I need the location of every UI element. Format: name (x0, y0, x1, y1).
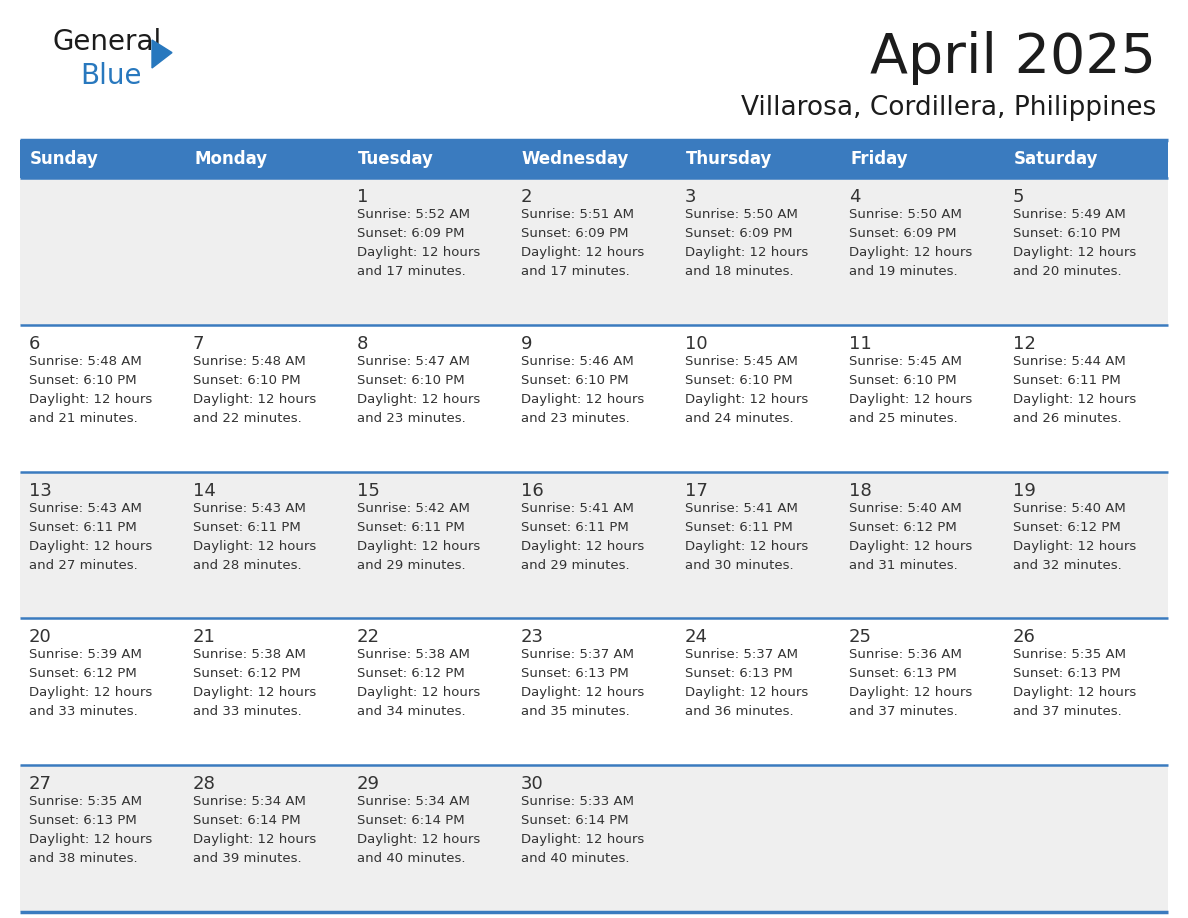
Text: Sunrise: 5:49 AM
Sunset: 6:10 PM
Daylight: 12 hours
and 20 minutes.: Sunrise: 5:49 AM Sunset: 6:10 PM Dayligh… (1013, 208, 1136, 278)
Text: Thursday: Thursday (685, 150, 772, 168)
Bar (840, 140, 1004, 178)
Text: Sunrise: 5:51 AM
Sunset: 6:09 PM
Daylight: 12 hours
and 17 minutes.: Sunrise: 5:51 AM Sunset: 6:09 PM Dayligh… (522, 208, 644, 278)
Bar (512, 140, 676, 178)
Bar (184, 140, 348, 178)
Text: Sunrise: 5:38 AM
Sunset: 6:12 PM
Daylight: 12 hours
and 33 minutes.: Sunrise: 5:38 AM Sunset: 6:12 PM Dayligh… (192, 648, 316, 719)
Text: Sunday: Sunday (30, 150, 99, 168)
Text: April 2025: April 2025 (870, 31, 1156, 85)
Text: 14: 14 (192, 482, 216, 499)
Text: 15: 15 (358, 482, 380, 499)
Text: Sunrise: 5:33 AM
Sunset: 6:14 PM
Daylight: 12 hours
and 40 minutes.: Sunrise: 5:33 AM Sunset: 6:14 PM Dayligh… (522, 795, 644, 865)
Text: 13: 13 (29, 482, 52, 499)
Text: 21: 21 (192, 629, 216, 646)
Text: Sunrise: 5:37 AM
Sunset: 6:13 PM
Daylight: 12 hours
and 35 minutes.: Sunrise: 5:37 AM Sunset: 6:13 PM Dayligh… (522, 648, 644, 719)
Text: Sunrise: 5:46 AM
Sunset: 6:10 PM
Daylight: 12 hours
and 23 minutes.: Sunrise: 5:46 AM Sunset: 6:10 PM Dayligh… (522, 354, 644, 425)
Text: 3: 3 (685, 188, 696, 206)
Text: Sunrise: 5:34 AM
Sunset: 6:14 PM
Daylight: 12 hours
and 39 minutes.: Sunrise: 5:34 AM Sunset: 6:14 PM Dayligh… (192, 795, 316, 865)
Text: 23: 23 (522, 629, 544, 646)
Text: General: General (52, 28, 162, 56)
Text: Sunrise: 5:40 AM
Sunset: 6:12 PM
Daylight: 12 hours
and 32 minutes.: Sunrise: 5:40 AM Sunset: 6:12 PM Dayligh… (1013, 501, 1136, 572)
Text: 10: 10 (685, 335, 708, 353)
Text: 29: 29 (358, 775, 380, 793)
Text: 24: 24 (685, 629, 708, 646)
Text: Sunrise: 5:48 AM
Sunset: 6:10 PM
Daylight: 12 hours
and 21 minutes.: Sunrise: 5:48 AM Sunset: 6:10 PM Dayligh… (29, 354, 152, 425)
Text: Sunrise: 5:50 AM
Sunset: 6:09 PM
Daylight: 12 hours
and 18 minutes.: Sunrise: 5:50 AM Sunset: 6:09 PM Dayligh… (685, 208, 808, 278)
Text: Sunrise: 5:35 AM
Sunset: 6:13 PM
Daylight: 12 hours
and 37 minutes.: Sunrise: 5:35 AM Sunset: 6:13 PM Dayligh… (1013, 648, 1136, 719)
Text: Sunrise: 5:36 AM
Sunset: 6:13 PM
Daylight: 12 hours
and 37 minutes.: Sunrise: 5:36 AM Sunset: 6:13 PM Dayligh… (849, 648, 972, 719)
Text: Sunrise: 5:43 AM
Sunset: 6:11 PM
Daylight: 12 hours
and 27 minutes.: Sunrise: 5:43 AM Sunset: 6:11 PM Dayligh… (29, 501, 152, 572)
Bar (20, 766, 1168, 912)
Text: Sunrise: 5:35 AM
Sunset: 6:13 PM
Daylight: 12 hours
and 38 minutes.: Sunrise: 5:35 AM Sunset: 6:13 PM Dayligh… (29, 795, 152, 865)
Text: Sunrise: 5:34 AM
Sunset: 6:14 PM
Daylight: 12 hours
and 40 minutes.: Sunrise: 5:34 AM Sunset: 6:14 PM Dayligh… (358, 795, 480, 865)
Text: Sunrise: 5:45 AM
Sunset: 6:10 PM
Daylight: 12 hours
and 25 minutes.: Sunrise: 5:45 AM Sunset: 6:10 PM Dayligh… (849, 354, 972, 425)
Text: 11: 11 (849, 335, 872, 353)
Text: 30: 30 (522, 775, 544, 793)
Text: Sunrise: 5:40 AM
Sunset: 6:12 PM
Daylight: 12 hours
and 31 minutes.: Sunrise: 5:40 AM Sunset: 6:12 PM Dayligh… (849, 501, 972, 572)
Text: Sunrise: 5:50 AM
Sunset: 6:09 PM
Daylight: 12 hours
and 19 minutes.: Sunrise: 5:50 AM Sunset: 6:09 PM Dayligh… (849, 208, 972, 278)
Text: Monday: Monday (194, 150, 267, 168)
Text: Tuesday: Tuesday (358, 150, 434, 168)
Text: Sunrise: 5:44 AM
Sunset: 6:11 PM
Daylight: 12 hours
and 26 minutes.: Sunrise: 5:44 AM Sunset: 6:11 PM Dayligh… (1013, 354, 1136, 425)
Bar (20, 472, 1168, 619)
Text: Sunrise: 5:43 AM
Sunset: 6:11 PM
Daylight: 12 hours
and 28 minutes.: Sunrise: 5:43 AM Sunset: 6:11 PM Dayligh… (192, 501, 316, 572)
Text: Sunrise: 5:45 AM
Sunset: 6:10 PM
Daylight: 12 hours
and 24 minutes.: Sunrise: 5:45 AM Sunset: 6:10 PM Dayligh… (685, 354, 808, 425)
Text: Sunrise: 5:48 AM
Sunset: 6:10 PM
Daylight: 12 hours
and 22 minutes.: Sunrise: 5:48 AM Sunset: 6:10 PM Dayligh… (192, 354, 316, 425)
Bar (20, 325, 1168, 472)
Bar (20, 178, 1168, 325)
Text: 12: 12 (1013, 335, 1036, 353)
Text: 27: 27 (29, 775, 52, 793)
Text: 9: 9 (522, 335, 532, 353)
Text: 26: 26 (1013, 629, 1036, 646)
Text: 18: 18 (849, 482, 872, 499)
Text: Friday: Friday (849, 150, 908, 168)
Text: 2: 2 (522, 188, 532, 206)
Text: Sunrise: 5:42 AM
Sunset: 6:11 PM
Daylight: 12 hours
and 29 minutes.: Sunrise: 5:42 AM Sunset: 6:11 PM Dayligh… (358, 501, 480, 572)
Text: 25: 25 (849, 629, 872, 646)
Text: Wednesday: Wednesday (522, 150, 630, 168)
Text: Sunrise: 5:38 AM
Sunset: 6:12 PM
Daylight: 12 hours
and 34 minutes.: Sunrise: 5:38 AM Sunset: 6:12 PM Dayligh… (358, 648, 480, 719)
Text: Sunrise: 5:41 AM
Sunset: 6:11 PM
Daylight: 12 hours
and 30 minutes.: Sunrise: 5:41 AM Sunset: 6:11 PM Dayligh… (685, 501, 808, 572)
Text: 28: 28 (192, 775, 216, 793)
Text: 6: 6 (29, 335, 40, 353)
Text: Villarosa, Cordillera, Philippines: Villarosa, Cordillera, Philippines (741, 95, 1156, 121)
Polygon shape (152, 40, 172, 68)
Text: 16: 16 (522, 482, 544, 499)
Text: 19: 19 (1013, 482, 1036, 499)
Text: 4: 4 (849, 188, 860, 206)
Text: Blue: Blue (80, 62, 141, 90)
Text: 7: 7 (192, 335, 204, 353)
Text: Sunrise: 5:47 AM
Sunset: 6:10 PM
Daylight: 12 hours
and 23 minutes.: Sunrise: 5:47 AM Sunset: 6:10 PM Dayligh… (358, 354, 480, 425)
Text: Sunrise: 5:39 AM
Sunset: 6:12 PM
Daylight: 12 hours
and 33 minutes.: Sunrise: 5:39 AM Sunset: 6:12 PM Dayligh… (29, 648, 152, 719)
Text: Sunrise: 5:52 AM
Sunset: 6:09 PM
Daylight: 12 hours
and 17 minutes.: Sunrise: 5:52 AM Sunset: 6:09 PM Dayligh… (358, 208, 480, 278)
Bar (20, 140, 184, 178)
Text: 1: 1 (358, 188, 368, 206)
Bar (676, 140, 840, 178)
Text: 5: 5 (1013, 188, 1024, 206)
Bar (348, 140, 512, 178)
Bar (20, 619, 1168, 766)
Text: Sunrise: 5:37 AM
Sunset: 6:13 PM
Daylight: 12 hours
and 36 minutes.: Sunrise: 5:37 AM Sunset: 6:13 PM Dayligh… (685, 648, 808, 719)
Text: 22: 22 (358, 629, 380, 646)
Text: 20: 20 (29, 629, 52, 646)
Bar (1004, 140, 1168, 178)
Text: 17: 17 (685, 482, 708, 499)
Text: 8: 8 (358, 335, 368, 353)
Text: Sunrise: 5:41 AM
Sunset: 6:11 PM
Daylight: 12 hours
and 29 minutes.: Sunrise: 5:41 AM Sunset: 6:11 PM Dayligh… (522, 501, 644, 572)
Text: Saturday: Saturday (1015, 150, 1099, 168)
